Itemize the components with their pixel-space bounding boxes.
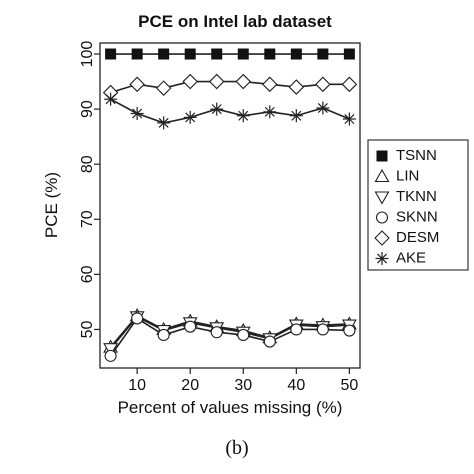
legend-label-sknn: SKNN [396, 208, 438, 225]
point-ake [236, 109, 250, 123]
series-line-desm [110, 80, 350, 94]
point-desm [315, 76, 331, 93]
x-tick-label: 50 [340, 377, 358, 394]
point-sknn [210, 326, 223, 339]
legend-label-desm: DESM [396, 229, 439, 246]
y-tick-label: 50 [79, 320, 96, 338]
figure-caption: (b) [225, 437, 248, 459]
point-ake [157, 116, 171, 130]
legend-marker-desm [374, 230, 390, 246]
point-tsnn [105, 48, 117, 60]
point-desm [262, 76, 278, 93]
point-desm [182, 73, 198, 90]
point-tsnn [184, 48, 196, 60]
point-sknn [104, 349, 117, 362]
legend-label-ake: AKE [396, 249, 426, 266]
point-tsnn [317, 48, 329, 60]
legend-box [367, 139, 469, 271]
y-tick-label: 100 [79, 41, 96, 68]
legend-marker-lin [374, 168, 390, 183]
x-axis-label: Percent of values missing (%) [118, 398, 343, 417]
legend-marker-ake [375, 252, 389, 265]
point-sknn [316, 323, 329, 336]
point-desm [341, 76, 358, 93]
point-desm [208, 73, 225, 90]
point-sknn [237, 328, 250, 341]
x-tick-label: 20 [181, 377, 199, 394]
y-tick-label: 60 [79, 265, 96, 283]
point-ake [316, 101, 330, 115]
point-ake [263, 105, 277, 119]
point-ake [104, 92, 118, 106]
point-sknn [290, 323, 303, 336]
point-sknn [157, 328, 170, 341]
point-tknn [103, 343, 119, 357]
point-desm [155, 80, 172, 96]
legend-marker-tsnn [376, 150, 388, 162]
legend-marker-tknn [374, 191, 390, 205]
y-tick-label: 80 [79, 155, 96, 173]
point-ake [130, 107, 144, 121]
point-ake [342, 112, 356, 126]
point-desm [129, 76, 145, 93]
point-sknn [263, 335, 276, 348]
y-tick-label: 70 [79, 210, 96, 228]
legend: TSNN LIN TKNN SKNN DESM AKE [367, 139, 469, 271]
series-line-lin [110, 314, 350, 348]
point-desm [288, 79, 305, 95]
x-tick-label: 40 [287, 377, 305, 394]
point-sknn [131, 312, 144, 325]
point-tsnn [211, 48, 223, 60]
point-ake [210, 102, 224, 116]
chart-title: PCE on Intel lab dataset [138, 12, 332, 31]
x-axis: 10 20 30 40 50 [128, 368, 358, 394]
y-tick-label: 90 [79, 100, 96, 118]
series-line-sknn [109, 317, 350, 357]
point-tsnn [343, 48, 355, 60]
point-ake [183, 110, 197, 124]
legend-label-lin: LIN [396, 167, 419, 184]
point-tsnn [264, 48, 276, 60]
point-ake [289, 109, 303, 123]
point-sknn [343, 324, 356, 337]
point-tsnn [158, 48, 170, 60]
point-desm [235, 73, 252, 90]
series-line-tknn [109, 315, 350, 350]
x-tick-label: 10 [128, 377, 146, 394]
legend-marker-sknn [375, 211, 389, 224]
legend-label-tknn: TKNN [396, 188, 437, 205]
point-tsnn [290, 48, 302, 60]
point-tsnn [131, 48, 143, 60]
point-sknn [184, 320, 197, 333]
plot-area [99, 42, 361, 369]
point-tsnn [237, 48, 249, 60]
series-line-ake [110, 98, 350, 124]
x-tick-label: 30 [234, 377, 252, 394]
y-axis: 50 60 70 80 90 100 [79, 41, 100, 338]
legend-label-tsnn: TSNN [396, 147, 437, 164]
y-axis-label: PCE (%) [42, 172, 61, 238]
series-layer [102, 48, 358, 362]
